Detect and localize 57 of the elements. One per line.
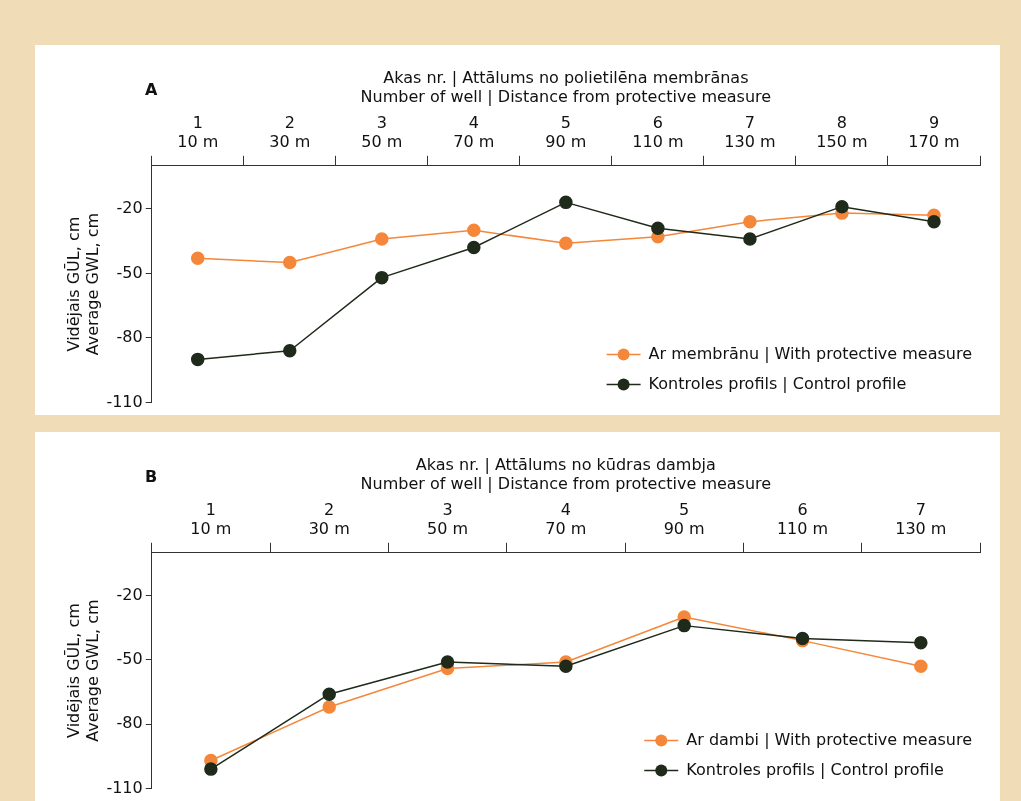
point: [914, 636, 928, 650]
point: [559, 659, 573, 674]
point: [440, 655, 455, 669]
point: [204, 762, 218, 776]
x-tick-label: 5 90 m: [545, 113, 587, 152]
point: [467, 240, 481, 255]
point: [375, 270, 389, 285]
y-tick-label: -110: [106, 777, 143, 797]
x-tick-label: 7 130 m: [895, 500, 947, 539]
y-tick-label: -80: [116, 713, 143, 733]
y-axis-title: Vidējais GŪL, cm Average GWL, cm: [63, 212, 102, 356]
x-tick-label: 3 50 m: [361, 113, 403, 152]
x-tick-label: 8 150 m: [816, 113, 868, 152]
y-axis-title: Vidējais GŪL, cm Average GWL, cm: [63, 599, 102, 742]
point: [322, 687, 336, 701]
legend-label: Ar membrānu | With protective measure: [648, 343, 972, 363]
point: [375, 232, 389, 246]
point: [283, 344, 297, 358]
x-tick-label: 5 90 m: [663, 500, 705, 539]
y-tick-label: -20: [116, 584, 143, 604]
x-tick-label: 4 70 m: [545, 500, 587, 539]
legend-label: Kontroles profils | Control profile: [686, 759, 944, 779]
x-axis-title: Akas nr. | Attālums no kūdras dambja Number of well | Distance from protective measure: [360, 454, 772, 493]
x-tick-label: 4 70 m: [453, 113, 495, 152]
point: [927, 214, 941, 229]
point: [322, 700, 336, 714]
x-tick-label: 1 10 m: [190, 500, 232, 539]
point: [651, 221, 665, 235]
x-tick-label: 6 110 m: [776, 500, 829, 539]
point: [283, 255, 297, 270]
x-tick-label: 7 130 m: [724, 113, 776, 152]
point: [190, 251, 205, 266]
x-tick-label: 2 30 m: [308, 500, 350, 539]
chart-title: A: [145, 80, 158, 100]
point: [743, 232, 757, 246]
x-tick-label: 2 30 m: [269, 113, 311, 152]
y-tick-label: -20: [116, 197, 143, 217]
point: [677, 618, 691, 633]
point: [467, 223, 481, 238]
x-tick-label: 6 110 m: [632, 113, 684, 152]
legend-label: Ar dambi | With protective measure: [686, 729, 972, 749]
x-tick-label: 1 10 m: [177, 113, 219, 152]
point: [914, 659, 928, 674]
point: [559, 236, 573, 250]
x-tick-label: 9 170 m: [908, 113, 960, 152]
y-tick-label: -50: [116, 649, 143, 669]
point: [835, 199, 849, 214]
chart-title: B: [145, 467, 158, 487]
legend-label: Kontroles profils | Control profile: [648, 373, 907, 393]
y-tick-label: -80: [116, 327, 143, 347]
point: [190, 352, 205, 367]
x-axis-title: Akas nr. | Attālums no polietilēna membrānas Number of well | Distance from protective measure: [360, 67, 772, 106]
y-tick-label: -50: [116, 262, 143, 282]
point: [559, 195, 573, 210]
point: [743, 214, 757, 229]
x-tick-label: 3 50 m: [427, 500, 469, 539]
y-tick-label: -110: [106, 391, 143, 411]
